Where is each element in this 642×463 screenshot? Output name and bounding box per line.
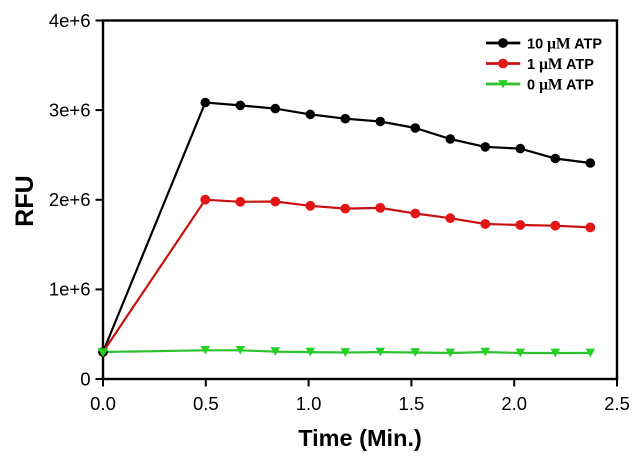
svg-text:RFU: RFU — [11, 175, 39, 226]
svg-text:2.0: 2.0 — [501, 393, 527, 414]
svg-text:0 μM ATP: 0 μM ATP — [527, 76, 594, 93]
svg-text:1.0: 1.0 — [296, 393, 322, 414]
svg-text:2e+6: 2e+6 — [49, 189, 91, 210]
svg-text:1 μM ATP: 1 μM ATP — [527, 56, 594, 73]
svg-text:4e+6: 4e+6 — [49, 10, 91, 31]
svg-text:3e+6: 3e+6 — [49, 99, 91, 120]
svg-text:0: 0 — [80, 368, 90, 389]
svg-text:2.5: 2.5 — [604, 393, 630, 414]
svg-text:Time (Min.): Time (Min.) — [298, 425, 422, 451]
svg-text:10 μM ATP: 10 μM ATP — [527, 35, 602, 52]
svg-text:1.5: 1.5 — [399, 393, 425, 414]
svg-text:0.5: 0.5 — [193, 393, 219, 414]
svg-text:1e+6: 1e+6 — [49, 279, 91, 300]
svg-text:0.0: 0.0 — [90, 393, 116, 414]
